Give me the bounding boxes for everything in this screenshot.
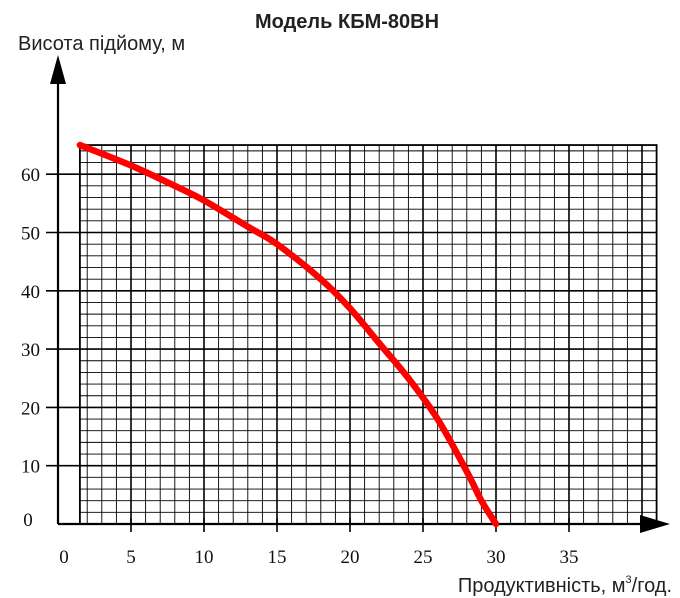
y-tick-label: 40 [21, 282, 40, 303]
x-tick-label: 30 [487, 547, 506, 568]
x-axis-label: Продуктивність, м3/год. [458, 574, 672, 597]
x-axis-label-main: Продуктивність, м [458, 575, 626, 597]
chart-title: Модель КБМ-80ВН [255, 11, 439, 33]
x-axis-label-tail: /год. [632, 575, 672, 597]
performance-curve-line [76, 141, 500, 528]
series [76, 141, 500, 528]
x-tick-label: 10 [195, 547, 214, 568]
y-axis-label: Висота підйому, м [18, 33, 185, 55]
x-tick-label: 25 [414, 547, 433, 568]
x-tick-label: 5 [126, 547, 136, 568]
x-tick-label: 20 [341, 547, 360, 568]
axes [50, 55, 670, 533]
y-tick-label: 60 [21, 165, 40, 186]
y-tick-label: 50 [21, 224, 40, 245]
y-origin-label: 0 [23, 510, 33, 531]
y-tick-label: 10 [21, 457, 40, 478]
ticks: 10 20 30 40 50 60 0 5 10 15 20 25 30 35 [21, 165, 579, 568]
y-tick-label: 20 [21, 398, 40, 419]
x-axis-label-sup: 3 [626, 574, 632, 586]
x-axis-arrow [640, 515, 670, 533]
y-tick-label: 30 [21, 340, 40, 361]
x-tick-label: 15 [268, 547, 287, 568]
y-axis-arrow [50, 55, 66, 84]
plot-grid [79, 144, 658, 525]
x-tick-label: 0 [59, 547, 69, 568]
x-tick-label: 35 [560, 547, 579, 568]
